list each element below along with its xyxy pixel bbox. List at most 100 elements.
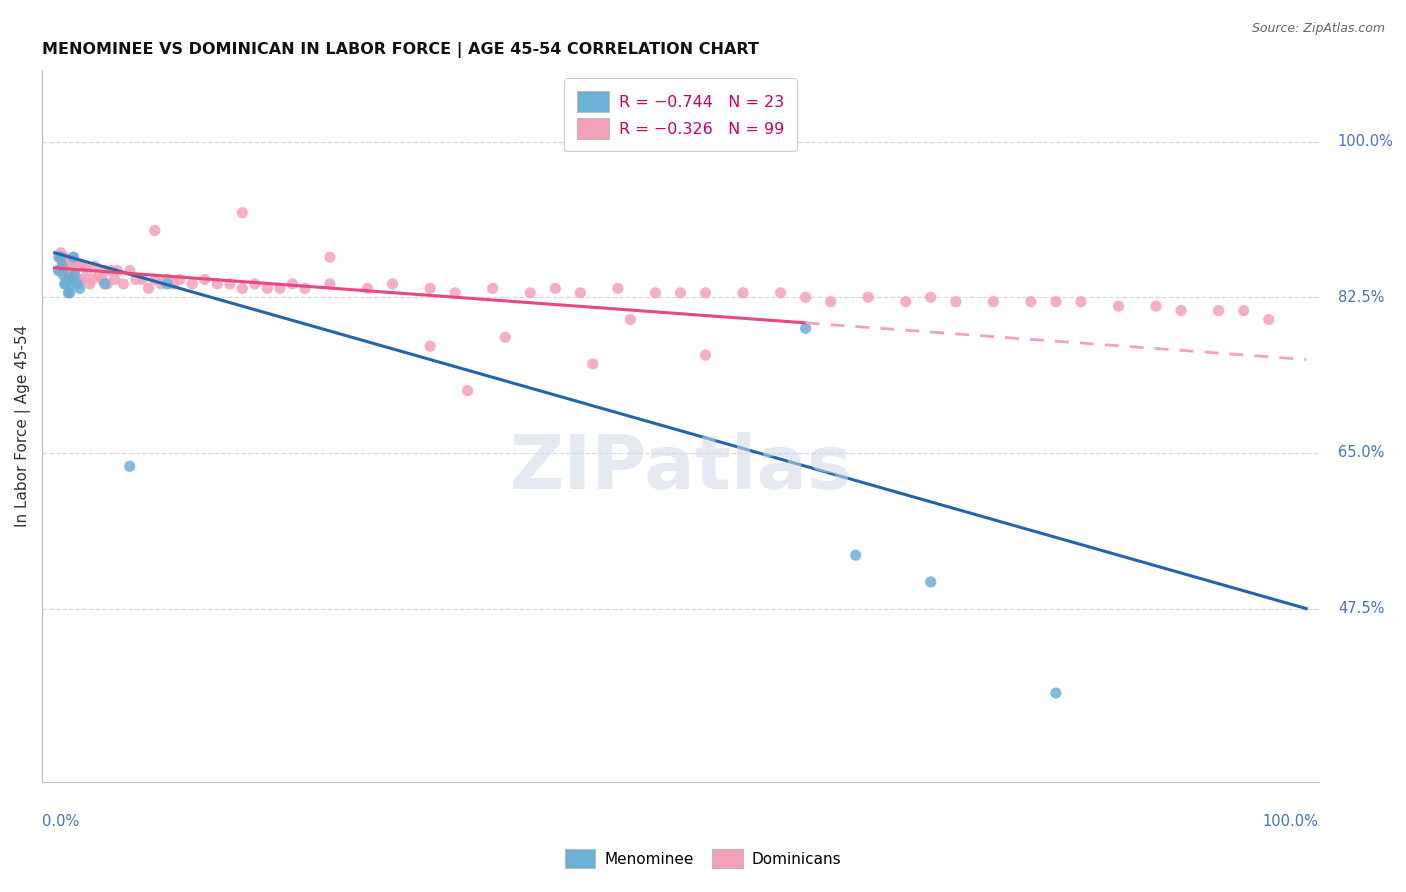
- Point: [218, 277, 240, 291]
- Point: [55, 263, 77, 277]
- Point: [281, 277, 304, 291]
- Point: [67, 259, 90, 273]
- Point: [256, 281, 278, 295]
- Point: [100, 263, 122, 277]
- Point: [53, 277, 76, 291]
- Point: [51, 259, 73, 273]
- Point: [59, 285, 82, 300]
- Point: [1019, 294, 1042, 309]
- Point: [93, 263, 115, 277]
- Point: [62, 272, 84, 286]
- Point: [669, 285, 692, 300]
- Point: [1045, 294, 1067, 309]
- Point: [481, 281, 503, 295]
- Point: [60, 263, 83, 277]
- Point: [83, 259, 105, 273]
- Point: [62, 250, 84, 264]
- Point: [62, 250, 84, 264]
- Point: [606, 281, 628, 295]
- Point: [983, 294, 1005, 309]
- Point: [1257, 312, 1279, 326]
- Point: [56, 272, 79, 286]
- Point: [56, 272, 79, 286]
- Point: [794, 321, 817, 335]
- Point: [356, 281, 378, 295]
- Point: [65, 259, 87, 273]
- Point: [457, 384, 479, 398]
- Point: [569, 285, 592, 300]
- Point: [51, 254, 73, 268]
- Text: 100.0%: 100.0%: [1339, 134, 1393, 149]
- Point: [181, 277, 204, 291]
- Point: [70, 259, 93, 273]
- Point: [1208, 303, 1230, 318]
- Point: [1108, 299, 1130, 313]
- Point: [494, 330, 516, 344]
- Point: [920, 290, 942, 304]
- Point: [731, 285, 754, 300]
- Point: [73, 259, 96, 273]
- Point: [104, 272, 127, 286]
- Point: [59, 272, 82, 286]
- Y-axis label: In Labor Force | Age 45-54: In Labor Force | Age 45-54: [15, 325, 31, 527]
- Text: 47.5%: 47.5%: [1339, 601, 1385, 616]
- Point: [58, 272, 80, 286]
- Point: [582, 357, 605, 371]
- Text: 65.0%: 65.0%: [1339, 445, 1385, 460]
- Point: [243, 277, 266, 291]
- Text: ZIPatlas: ZIPatlas: [509, 433, 852, 506]
- Point: [1045, 686, 1067, 700]
- Point: [1144, 299, 1167, 313]
- Legend: R = −0.744   N = 23, R = −0.326   N = 99: R = −0.744 N = 23, R = −0.326 N = 99: [564, 78, 797, 152]
- Text: Source: ZipAtlas.com: Source: ZipAtlas.com: [1251, 22, 1385, 36]
- Point: [79, 277, 101, 291]
- Legend: Menominee, Dominicans: Menominee, Dominicans: [557, 841, 849, 875]
- Point: [93, 277, 115, 291]
- Point: [131, 272, 153, 286]
- Point: [769, 285, 792, 300]
- Point: [644, 285, 666, 300]
- Point: [381, 277, 404, 291]
- Point: [58, 285, 80, 300]
- Point: [156, 272, 179, 286]
- Point: [194, 272, 217, 286]
- Text: 82.5%: 82.5%: [1339, 290, 1385, 305]
- Point: [143, 272, 166, 286]
- Point: [544, 281, 567, 295]
- Point: [55, 277, 77, 291]
- Point: [91, 272, 114, 286]
- Point: [207, 277, 229, 291]
- Point: [695, 285, 717, 300]
- Point: [820, 294, 842, 309]
- Point: [69, 281, 91, 295]
- Text: 100.0%: 100.0%: [1263, 814, 1319, 829]
- Point: [156, 277, 179, 291]
- Point: [76, 263, 98, 277]
- Point: [70, 272, 93, 286]
- Point: [118, 459, 141, 474]
- Point: [63, 263, 86, 277]
- Point: [59, 254, 82, 268]
- Point: [169, 272, 191, 286]
- Point: [87, 268, 110, 282]
- Point: [419, 339, 441, 353]
- Point: [69, 272, 91, 286]
- Point: [945, 294, 967, 309]
- Point: [48, 263, 70, 277]
- Point: [231, 281, 253, 295]
- Text: MENOMINEE VS DOMINICAN IN LABOR FORCE | AGE 45-54 CORRELATION CHART: MENOMINEE VS DOMINICAN IN LABOR FORCE | …: [42, 42, 759, 58]
- Point: [53, 263, 76, 277]
- Point: [1170, 303, 1192, 318]
- Point: [1233, 303, 1256, 318]
- Point: [695, 348, 717, 362]
- Point: [66, 272, 89, 286]
- Point: [52, 250, 75, 264]
- Point: [53, 250, 76, 264]
- Point: [118, 263, 141, 277]
- Point: [55, 254, 77, 268]
- Point: [105, 263, 128, 277]
- Point: [59, 263, 82, 277]
- Point: [63, 268, 86, 282]
- Point: [162, 277, 184, 291]
- Point: [56, 263, 79, 277]
